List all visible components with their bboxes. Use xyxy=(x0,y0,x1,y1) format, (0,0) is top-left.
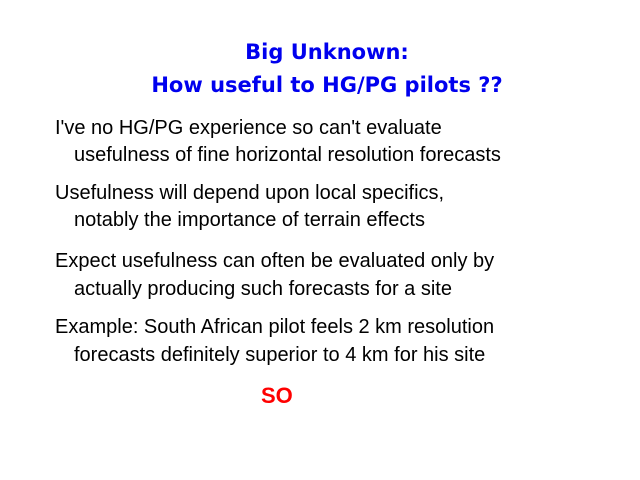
slide-title-line-2: How useful to HG/PG pilots ?? xyxy=(151,73,503,97)
bullet-1-line-1: I've no HG/PG experience so can't evalua… xyxy=(55,117,442,139)
bullet-3-line-1: Expect usefulness can often be evaluated… xyxy=(55,250,495,272)
bullet-1-line-2: usefulness of fine horizontal resolution… xyxy=(74,144,501,166)
slide-title-line-1: Big Unknown: xyxy=(245,40,409,64)
bullet-3-line-2: actually producing such forecasts for a … xyxy=(74,278,452,300)
bullet-2-line-2: notably the importance of terrain effect… xyxy=(74,209,425,231)
conclusion-so: SO xyxy=(261,383,293,408)
bullet-4-line-2: forecasts definitely superior to 4 km fo… xyxy=(74,344,486,366)
bullet-4-line-1: Example: South African pilot feels 2 km … xyxy=(55,316,495,338)
bullet-2-line-1: Usefulness will depend upon local specif… xyxy=(55,182,445,204)
